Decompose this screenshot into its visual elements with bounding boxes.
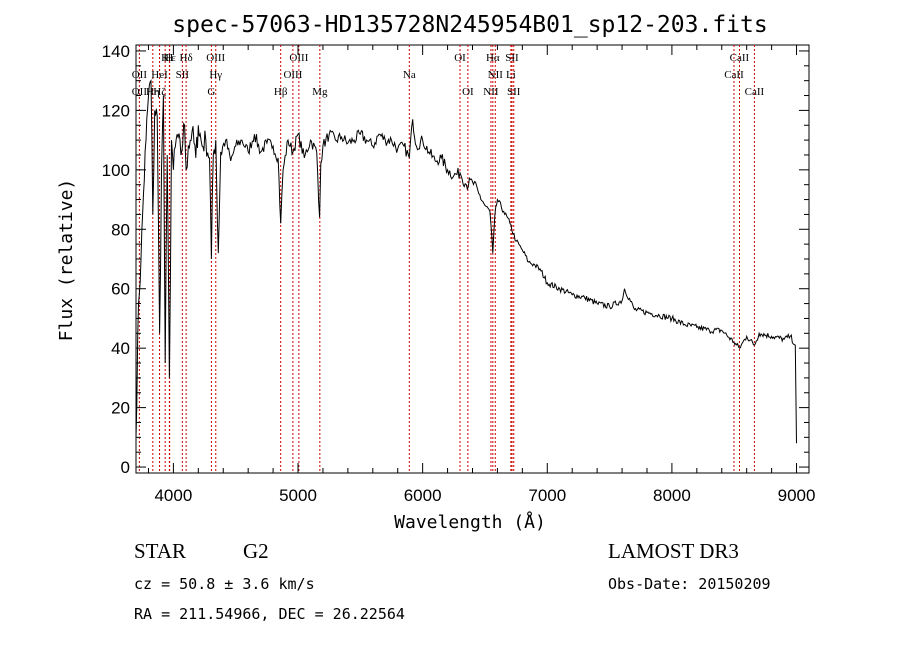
- marker-label: OII: [132, 86, 148, 98]
- y-axis-label: Flux (relative): [56, 179, 77, 342]
- marker-label: CaII: [745, 86, 765, 98]
- marker-label: OI: [462, 86, 474, 98]
- y-tick-label: 0: [121, 458, 130, 477]
- chart-title: spec-57063-HD135728N245954B01_sp12-203.f…: [172, 12, 767, 38]
- observation-date: Obs-Date: 20150209: [608, 575, 771, 593]
- redshift-cz: cz = 50.8 ± 3.6 km/s: [134, 575, 315, 593]
- marker-label: G: [207, 86, 215, 98]
- marker-label: OIII: [289, 52, 308, 64]
- x-tick-label: 5000: [279, 486, 317, 505]
- marker-label: CaII: [730, 52, 750, 64]
- y-tick-label: 40: [111, 339, 130, 358]
- x-tick-label: 4000: [154, 486, 192, 505]
- marker-label: SII: [507, 86, 521, 98]
- marker-label: Na: [403, 69, 416, 81]
- y-tick-label: 100: [102, 161, 130, 180]
- object-subclass: G2: [243, 539, 269, 563]
- marker-label: CaII: [724, 69, 744, 81]
- marker-label: H: [165, 52, 173, 64]
- y-axis: 0 20 40 60 80 100 120 140: [102, 42, 809, 477]
- x-tick-label: 7000: [528, 486, 566, 505]
- x-tick-label: 6000: [404, 486, 442, 505]
- y-tick-label: 140: [102, 42, 130, 61]
- y-tick-label: 20: [111, 399, 130, 418]
- survey-name: LAMOST DR3: [608, 539, 739, 563]
- y-tick-label: 120: [102, 101, 130, 120]
- marker-label: SII: [176, 69, 190, 81]
- marker-label: OIII: [283, 69, 302, 81]
- y-tick-label: 60: [111, 280, 130, 299]
- object-class: STAR: [134, 539, 186, 563]
- plot-frame: [135, 44, 810, 474]
- marker-label: Hγ: [209, 69, 222, 81]
- marker-label: SII: [505, 52, 519, 64]
- marker-label: HeI: [151, 69, 168, 81]
- coordinates: RA = 211.54966, DEC = 26.22564: [134, 605, 405, 623]
- x-axis: 4000 5000 6000 7000 8000 9000: [147, 45, 816, 505]
- marker-label: Hβ: [274, 86, 288, 98]
- marker-label: Li: [506, 69, 516, 81]
- y-tick-label: 80: [111, 220, 130, 239]
- flux-series-line: [135, 79, 797, 444]
- x-axis-label: Wavelength (Å): [394, 511, 546, 533]
- marker-label: OIII: [206, 52, 225, 64]
- marker-label: NII: [488, 69, 504, 81]
- x-tick-label: 8000: [653, 486, 691, 505]
- marker-label: NII: [483, 86, 499, 98]
- line-markers: [138, 45, 755, 473]
- marker-label: Hδ: [180, 52, 193, 64]
- marker-label: Hα: [486, 52, 500, 64]
- marker-label: K: [161, 52, 169, 64]
- marker-label: Mg: [312, 86, 328, 98]
- marker-label: OII: [132, 69, 148, 81]
- x-tick-label: 9000: [778, 486, 816, 505]
- marker-label: OI: [454, 52, 466, 64]
- marker-label: Hζ: [153, 86, 166, 98]
